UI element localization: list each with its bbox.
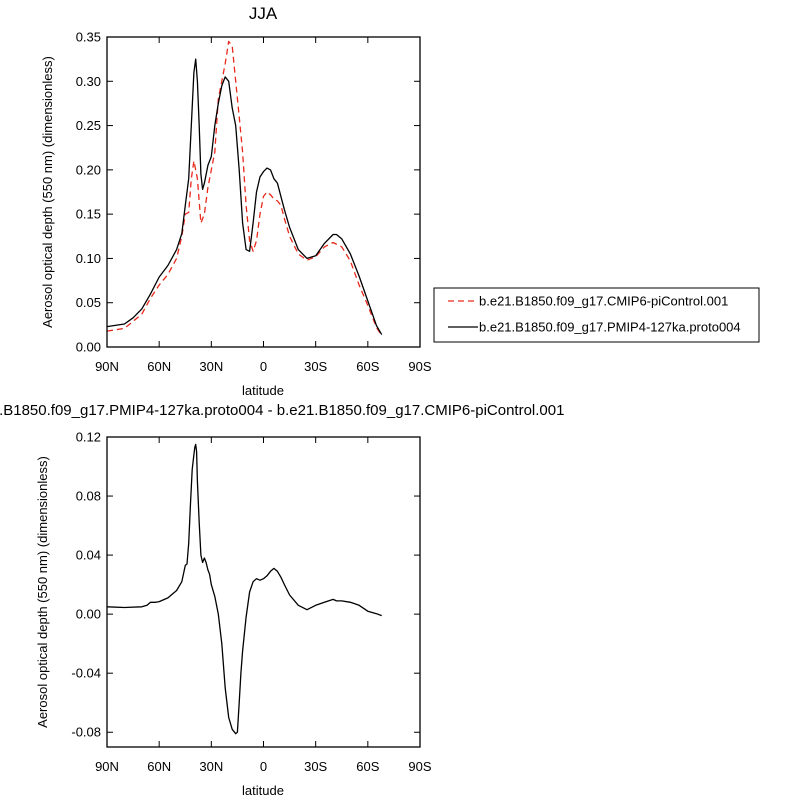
bottom-y-axis-label: Aerosol optical depth (550 nm) (dimensio… — [35, 456, 50, 728]
legend-label-picontrol: b.e21.B1850.f09_g17.CMIP6-piControl.001 — [479, 294, 728, 309]
top-x-tick-label: 90S — [408, 359, 431, 374]
top-y-tick-label: 0.35 — [76, 30, 101, 45]
bottom-x-ticks: 90N 60N 30N 0 30S 60S 90S — [95, 437, 432, 774]
bottom-x-tick-label: 30S — [304, 759, 327, 774]
bottom-y-tick-label: -0.04 — [71, 666, 101, 681]
bottom-y-ticks: -0.08 -0.04 0.00 0.04 0.08 0.12 — [71, 430, 420, 740]
bottom-y-tick-label: 0.00 — [76, 607, 101, 622]
top-x-ticks: 90N 60N 30N 0 30S 60S 90S — [95, 37, 432, 374]
top-y-tick-label: 0.15 — [76, 207, 101, 222]
top-y-tick-label: 0.00 — [76, 340, 101, 355]
top-chart-title: JJA — [249, 4, 278, 23]
legend: b.e21.B1850.f09_g17.CMIP6-piControl.001 … — [433, 287, 760, 343]
top-y-tick-label: 0.30 — [76, 74, 101, 89]
top-y-tick-label: 0.10 — [76, 251, 101, 266]
legend-label-127ka: b.e21.B1850.f09_g17.PMIP4-127ka.proto004 — [479, 320, 741, 335]
bottom-y-tick-label: 0.04 — [76, 548, 101, 563]
top-series-group — [106, 40, 383, 336]
top-x-tick-label: 30S — [304, 359, 327, 374]
top-x-tick-label: 0 — [260, 359, 267, 374]
bottom-panel: b.e21.B1850.f09_g17.PMIP4-127ka.proto004… — [0, 402, 564, 798]
top-x-tick-label: 60S — [356, 359, 379, 374]
bottom-x-tick-label: 30N — [199, 759, 223, 774]
top-y-ticks: 0.00 0.05 0.10 0.15 0.20 0.25 0.30 0.35 — [76, 30, 420, 355]
bottom-x-tick-label: 60S — [356, 759, 379, 774]
bottom-series-group — [106, 443, 382, 735]
top-series-line-1 — [106, 58, 383, 335]
bottom-x-tick-label: 90S — [408, 759, 431, 774]
bottom-x-tick-label: 90N — [95, 759, 119, 774]
bottom-y-tick-label: -0.08 — [71, 725, 101, 740]
top-x-axis-label: latitude — [242, 383, 284, 398]
legend-box — [433, 287, 760, 343]
bottom-x-axis-label: latitude — [242, 783, 284, 798]
top-panel: JJA 90N 60N 30N 0 30S 60S 90S 0.00 0.05 0.10 0.15… — [40, 4, 760, 398]
bottom-chart-title: b.e21.B1850.f09_g17.PMIP4-127ka.proto004… — [0, 402, 564, 419]
bottom-x-tick-label: 60N — [147, 759, 171, 774]
top-plot-frame — [106, 36, 421, 348]
bottom-x-tick-label: 0 — [260, 759, 267, 774]
bottom-y-tick-label: 0.12 — [76, 430, 101, 445]
top-y-axis-label: Aerosol optical depth (550 nm) (dimensio… — [40, 56, 55, 328]
bottom-plot-frame — [106, 436, 421, 748]
bottom-y-tick-label: 0.08 — [76, 489, 101, 504]
top-x-tick-label: 30N — [199, 359, 223, 374]
top-y-tick-label: 0.05 — [76, 295, 101, 310]
top-y-tick-label: 0.25 — [76, 118, 101, 133]
top-x-tick-label: 90N — [95, 359, 119, 374]
bottom-series-line-0 — [106, 443, 382, 735]
top-y-tick-label: 0.20 — [76, 162, 101, 177]
top-series-line-0 — [106, 40, 383, 336]
top-x-tick-label: 60N — [147, 359, 171, 374]
